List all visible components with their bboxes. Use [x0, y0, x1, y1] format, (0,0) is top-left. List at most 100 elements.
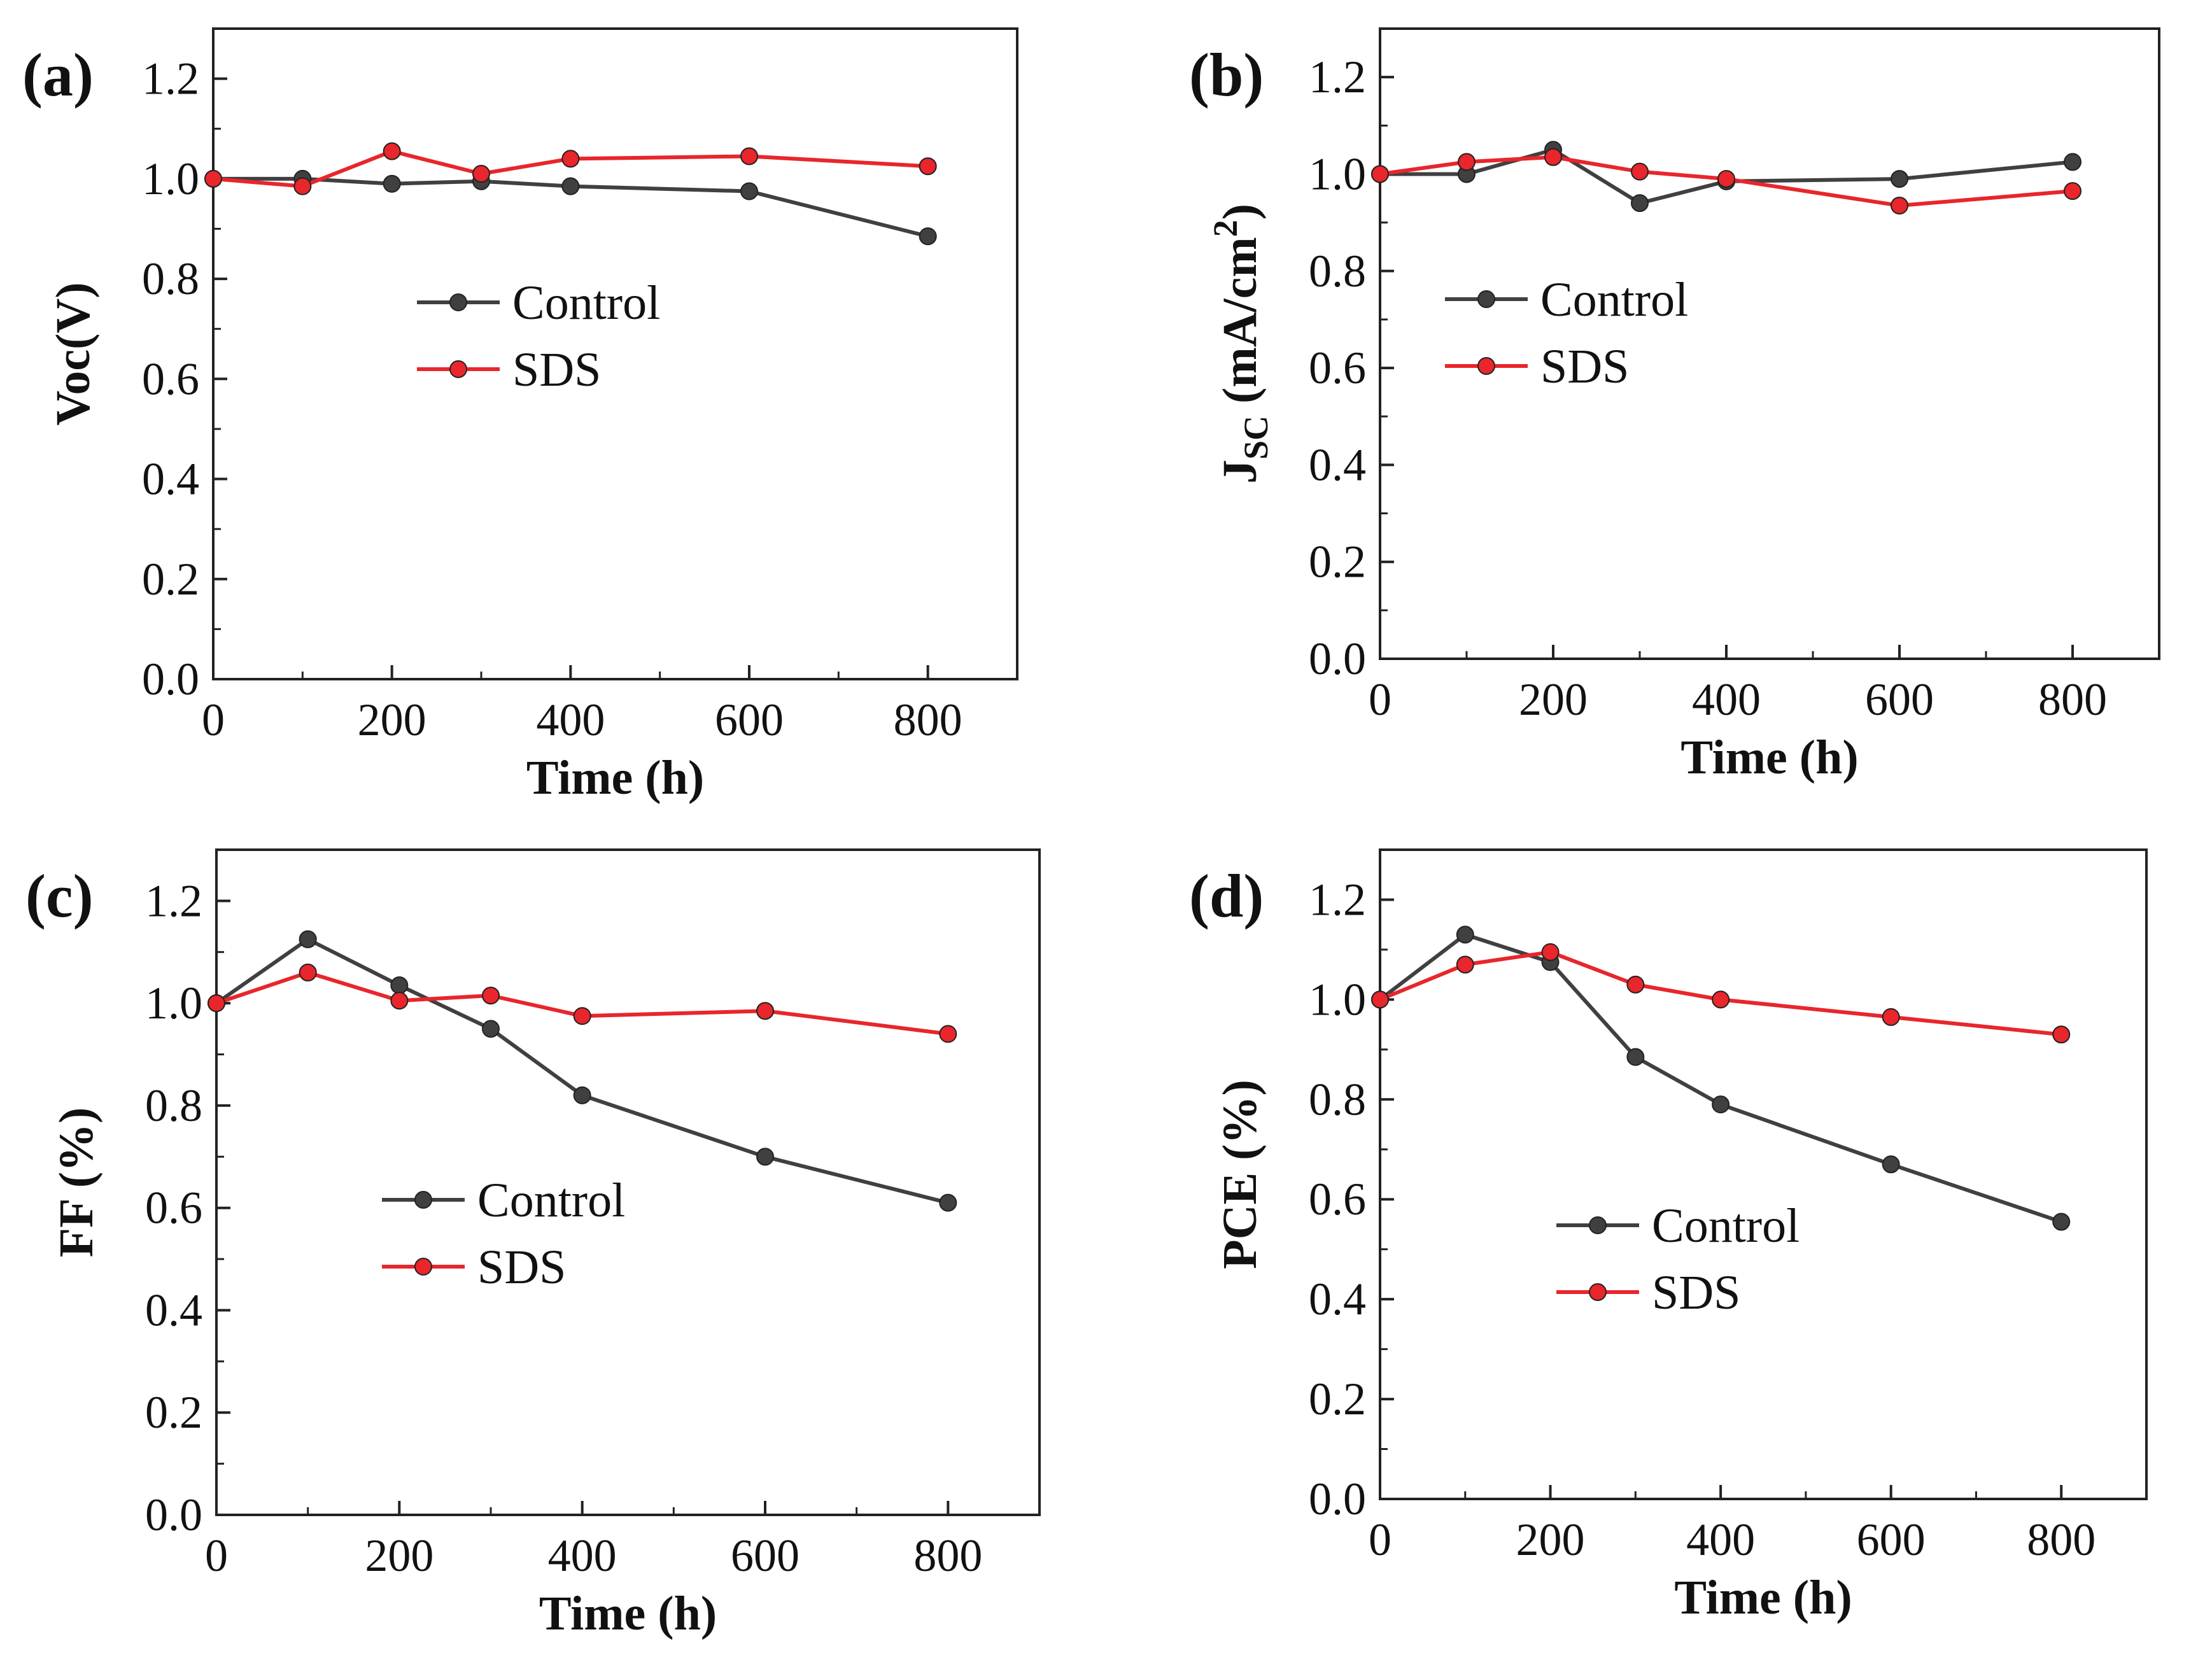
y-tick-label: 0.2 [145, 1387, 202, 1438]
x-tick-label: 400 [1686, 1514, 1755, 1565]
y-axis-title-unit: (mA/cm [1213, 237, 1267, 416]
legend-marker-control [449, 293, 467, 311]
data-point-control [939, 1193, 957, 1212]
data-point-control [740, 182, 758, 200]
data-point-control [1882, 1155, 1900, 1174]
data-point-control [756, 1148, 774, 1166]
data-point-control [299, 930, 317, 948]
legend-marker-sds [449, 360, 467, 378]
y-tick-label: 0.4 [1309, 439, 1366, 490]
y-axis-title: Voc(V) [46, 282, 100, 425]
legend-label-sds: SDS [512, 343, 601, 397]
data-point-control [919, 227, 937, 246]
y-tick-label: 0.6 [1309, 1174, 1366, 1225]
y-tick-label: 0.6 [142, 353, 199, 404]
data-point-sds [919, 157, 937, 176]
x-tick-label: 200 [1519, 674, 1588, 725]
y-tick-label: 0.0 [1309, 1474, 1366, 1524]
y-tick-label: 1.2 [142, 53, 199, 104]
legend-label-control: Control [1652, 1199, 1800, 1253]
data-point-sds [383, 142, 401, 160]
data-point-sds [1626, 975, 1645, 994]
y-tick-label: 1.2 [145, 875, 202, 926]
x-axis-title: Time (h) [526, 751, 704, 805]
legend-marker-sds [414, 1258, 432, 1276]
data-point-control [2064, 153, 2082, 171]
data-point-control [2052, 1213, 2071, 1231]
data-point-sds [1456, 955, 1474, 974]
data-point-sds [1712, 990, 1730, 1009]
x-axis-title: Time (h) [1674, 1571, 1852, 1624]
y-tick-label: 0.8 [1309, 246, 1366, 297]
y-tick-label: 0.4 [142, 454, 199, 505]
data-point-sds [2064, 182, 2082, 200]
legend-label-sds: SDS [1652, 1266, 1740, 1319]
data-point-control [1712, 1095, 1730, 1114]
legend-label-control: Control [477, 1174, 625, 1227]
chart-panel-1: 0.0 0.2 0.4 0.6 0.8 1.0 1.2 0 200 400 600 800 Time (… [22, 27, 1018, 805]
y-axis-title: JSC (mA/cm2) [1206, 204, 1275, 484]
x-tick-label: 0 [202, 694, 225, 745]
legend-marker-control [1477, 290, 1495, 308]
legend-marker-sds [1477, 357, 1495, 375]
data-point-control [1626, 1048, 1645, 1066]
chart-panel-3: 0.0 0.2 0.4 0.6 0.8 1.0 1.2 0 200 400 600 800 Time (… [25, 848, 1041, 1640]
data-point-sds [293, 177, 312, 195]
series-line-control [1379, 932, 2062, 1224]
x-tick-label: 600 [1857, 1514, 1926, 1565]
legend-label-control: Control [1540, 273, 1688, 327]
data-point-sds [939, 1025, 957, 1043]
data-point-control [383, 174, 401, 193]
chart-panel-2: 0.0 0.2 0.4 0.6 0.8 1.0 1.2 0 200 400 600 800 Time (… [1189, 27, 2160, 784]
data-point-sds [740, 147, 758, 165]
y-tick-label: 0.6 [1309, 342, 1366, 393]
y-axis-title: PCE (%) [1213, 1080, 1267, 1269]
panel-label: (b) [1189, 41, 1264, 109]
legend-label-sds: SDS [1540, 340, 1629, 393]
data-point-sds [1717, 170, 1735, 188]
y-tick-label: 0.6 [145, 1183, 202, 1234]
y-tick-label: 0.8 [1309, 1074, 1366, 1125]
plot-frame [212, 27, 1018, 680]
x-tick-label: 800 [894, 694, 962, 745]
legend-label-sds: SDS [477, 1241, 566, 1294]
panel-label: (a) [22, 41, 94, 109]
data-point-sds [1371, 990, 1389, 1009]
y-tick-label: 1.0 [142, 153, 199, 204]
y-axis-title: FF (%) [50, 1108, 103, 1258]
y-tick-label: 1.2 [1309, 52, 1366, 102]
data-point-control [482, 1020, 500, 1038]
data-point-sds [1544, 148, 1562, 166]
legend-marker-sds [1589, 1283, 1607, 1301]
data-point-sds [208, 994, 225, 1013]
x-tick-label: 800 [2027, 1514, 2096, 1565]
y-axis-title-superscript: 2 [1206, 220, 1244, 237]
y-tick-label: 1.0 [145, 978, 202, 1029]
plot-frame [1379, 848, 2148, 1500]
data-point-control [1456, 925, 1474, 944]
data-point-sds [204, 169, 222, 188]
x-tick-label: 400 [548, 1530, 617, 1581]
x-tick-label: 400 [1692, 674, 1761, 725]
legend-marker-control [414, 1191, 432, 1209]
data-point-control [1631, 194, 1649, 213]
x-tick-label: 200 [1516, 1514, 1585, 1565]
x-tick-label: 0 [205, 1530, 228, 1581]
y-tick-label: 0.0 [142, 654, 199, 705]
legend: Control SDS [417, 276, 660, 397]
y-axis-title-subscript: SC [1237, 416, 1275, 460]
data-point-control [573, 1086, 591, 1104]
data-point-sds [482, 987, 500, 1005]
data-point-control [390, 976, 409, 995]
x-tick-label: 800 [2038, 674, 2107, 725]
y-tick-label: 0.2 [1309, 537, 1366, 587]
y-tick-label: 0.4 [145, 1284, 202, 1335]
x-tick-label: 600 [731, 1530, 800, 1581]
data-point-sds [756, 1002, 774, 1020]
data-point-sds [1891, 196, 1908, 215]
plot-frame [215, 848, 1041, 1516]
data-point-sds [573, 1007, 591, 1025]
data-point-control [1891, 170, 1908, 188]
data-point-sds [1631, 162, 1649, 181]
x-axis-title: Time (h) [1680, 731, 1858, 784]
